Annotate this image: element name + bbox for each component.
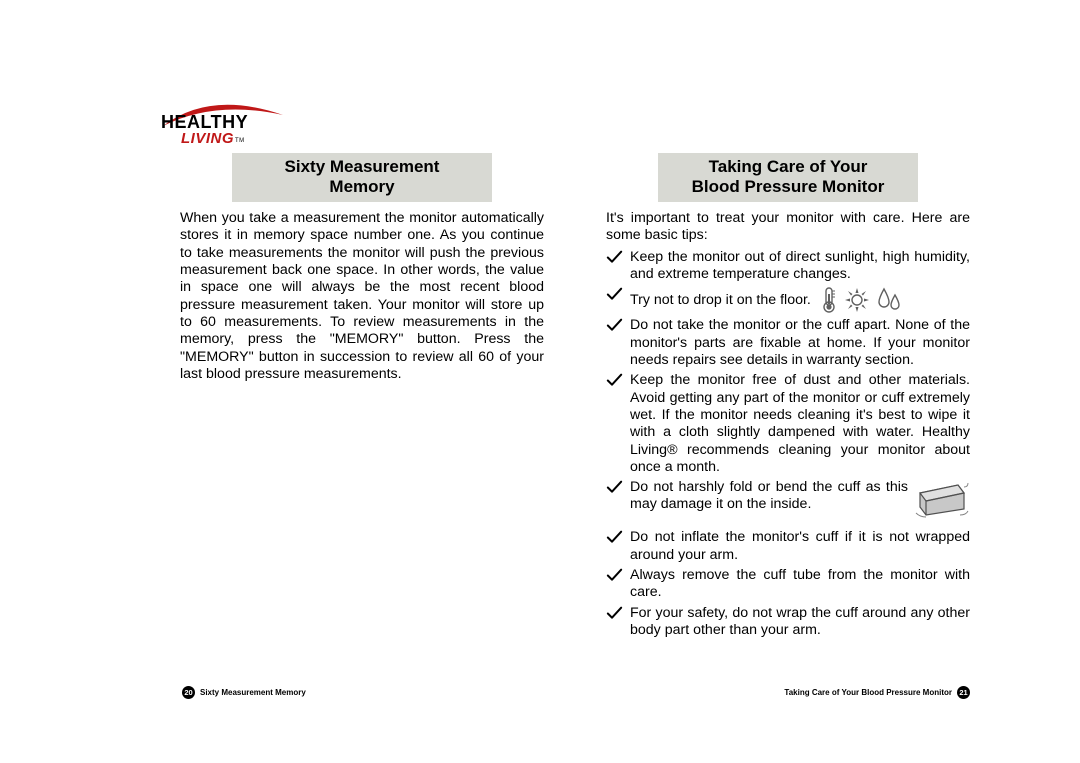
list-item: Keep the monitor out of direct sunlight,… <box>606 249 970 284</box>
left-heading-band: Sixty Measurement Memory <box>232 153 492 202</box>
drops-icon <box>875 286 903 314</box>
check-icon <box>606 250 623 265</box>
page-number-right: 21 <box>957 686 970 699</box>
check-icon <box>606 568 623 583</box>
right-heading: Taking Care of Your Blood Pressure Monit… <box>688 157 888 196</box>
list-item: Keep the monitor free of dust and other … <box>606 372 970 476</box>
check-icon <box>606 373 623 388</box>
list-item: Always remove the cuff tube from the mon… <box>606 567 970 602</box>
check-icon <box>606 530 623 545</box>
thermometer-icon <box>819 286 839 314</box>
tip-text: Keep the monitor free of dust and other … <box>630 372 970 475</box>
list-item: Do not harshly fold or bend the cuff as … <box>606 479 970 526</box>
list-item: Do not inflate the monitor's cuff if it … <box>606 529 970 564</box>
check-icon <box>606 318 623 333</box>
left-footer-label: Sixty Measurement Memory <box>200 688 306 697</box>
tip-text: Always remove the cuff tube from the mon… <box>630 567 970 600</box>
left-paragraph: When you take a measurement the monitor … <box>180 210 544 383</box>
list-item: Try not to drop it on the floor. <box>606 286 970 314</box>
cuff-icon <box>914 479 970 524</box>
tip-text: Try not to drop it on the floor. <box>630 292 811 308</box>
left-heading: Sixty Measurement Memory <box>262 157 462 196</box>
tip-text: Do not harshly fold or bend the cuff as … <box>630 479 908 512</box>
sun-icon <box>843 286 871 314</box>
check-icon <box>606 606 623 621</box>
left-page: Sixty Measurement Memory When you take a… <box>180 85 544 703</box>
env-icons <box>819 286 903 314</box>
check-icon <box>606 287 623 302</box>
right-footer-label: Taking Care of Your Blood Pressure Monit… <box>784 688 952 697</box>
left-footer: 20 Sixty Measurement Memory <box>182 686 306 699</box>
check-icon <box>606 480 623 495</box>
spread: Sixty Measurement Memory When you take a… <box>0 0 1080 763</box>
tip-text: For your safety, do not wrap the cuff ar… <box>630 605 970 638</box>
page-number-left: 20 <box>182 686 195 699</box>
tip-text: Do not inflate the monitor's cuff if it … <box>630 529 970 562</box>
tip-text: Do not take the monitor or the cuff apar… <box>630 317 970 368</box>
right-heading-band: Taking Care of Your Blood Pressure Monit… <box>658 153 918 202</box>
right-footer: Taking Care of Your Blood Pressure Monit… <box>784 686 970 699</box>
right-page: Taking Care of Your Blood Pressure Monit… <box>606 85 970 703</box>
list-item: Do not take the monitor or the cuff apar… <box>606 317 970 369</box>
list-item: For your safety, do not wrap the cuff ar… <box>606 605 970 640</box>
tips-list: Keep the monitor out of direct sunlight,… <box>606 249 970 643</box>
right-intro: It's important to treat your monitor wit… <box>606 210 970 245</box>
tip-text: Keep the monitor out of direct sunlight,… <box>630 249 970 282</box>
